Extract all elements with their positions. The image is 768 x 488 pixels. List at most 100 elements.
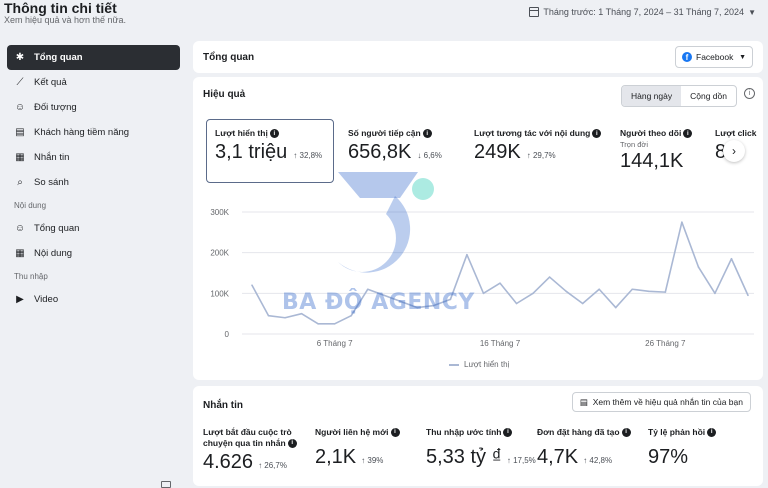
view-toggle: Hàng ngày Cộng dồn: [621, 85, 737, 107]
date-range-picker[interactable]: Tháng trước: 1 Tháng 7, 2024 – 31 Tháng …: [529, 7, 756, 17]
metric-label: Số người tiếp cận: [348, 128, 421, 138]
metric-label: Người theo dõi: [620, 128, 682, 138]
sidebar-item-label: Đối tượng: [34, 102, 77, 113]
metric-estimated-income[interactable]: Thu nhập ước tính i 5,33 tỷ ₫ ↑ 17,5%: [426, 427, 536, 469]
sidebar-item-label: Khách hàng tiềm năng: [34, 127, 130, 138]
results-icon: ⟋: [16, 77, 24, 88]
metric-change: ↑ 26,7%: [258, 461, 287, 470]
chart-legend: Lượt hiển thị: [449, 360, 509, 369]
metric-value: 144,1K: [620, 150, 684, 173]
leads-icon: ▤: [15, 127, 25, 138]
metric-label: Đơn đặt hàng đã tạo: [537, 427, 620, 437]
metric-label: Lượt click: [715, 128, 757, 138]
metric-change: ↑ 29,7%: [526, 151, 556, 161]
audience-icon: ☺: [14, 102, 26, 113]
info-icon: i: [390, 428, 400, 438]
info-icon[interactable]: i: [744, 88, 755, 99]
metric-value: 4.626: [203, 451, 254, 473]
compare-icon: ⌕: [17, 177, 23, 188]
sidebar-item-content[interactable]: ▦ Nội dung: [7, 241, 180, 266]
sidebar-item-label: Tổng quan: [34, 223, 80, 234]
legend-swatch: [449, 363, 459, 366]
overview-card: Tổng quan f Facebook ▼: [193, 41, 763, 73]
selected-metric-outline: [206, 119, 334, 183]
metric-value: 97%: [648, 446, 689, 468]
platform-select-value: Facebook: [696, 52, 734, 62]
metric-value: 249K: [474, 141, 521, 164]
metric-followers[interactable]: Người theo dõi i Trọn đời 144,1K: [620, 128, 693, 173]
panel-toggle-icon[interactable]: [161, 481, 171, 488]
sidebar-item-label: Tổng quan: [34, 52, 83, 63]
facebook-icon: f: [682, 52, 692, 62]
metric-new-contacts[interactable]: Người liên hệ mới i 2,1K ↑ 39%: [315, 427, 400, 469]
sidebar-item-label: Kết quả: [34, 77, 67, 88]
metric-value: 8: [715, 141, 727, 163]
metric-label: Người liên hệ mới: [315, 427, 389, 437]
toggle-cumulative[interactable]: Cộng dồn: [690, 91, 727, 101]
sidebar-item-label: Nội dung: [34, 248, 73, 259]
overview-icon: ✱: [15, 52, 25, 63]
calendar-icon: [529, 7, 540, 17]
sidebar-item-overview[interactable]: ✱ Tổng quan: [7, 45, 180, 70]
date-range-label: Tháng trước: 1 Tháng 7, 2024 – 31 Tháng …: [543, 7, 745, 17]
sidebar-group-content: Nội dung: [14, 201, 47, 210]
chevron-down-icon: ▼: [748, 7, 756, 17]
overview-title: Tổng quan: [203, 52, 255, 63]
sidebar-group-income: Thu nhập: [14, 272, 48, 281]
messages-title: Nhắn tin: [203, 400, 243, 411]
info-icon: i: [287, 439, 297, 449]
info-icon: i: [707, 428, 717, 438]
metric-engagement[interactable]: Lượt tương tác với nội dung i 249K ↑ 29,7%: [474, 128, 602, 164]
legend-label: Lượt hiển thị: [464, 360, 510, 369]
content-overview-icon: ☺: [14, 223, 26, 234]
sidebar-item-content-overview[interactable]: ☺ Tổng quan: [7, 216, 180, 241]
metric-clicks[interactable]: Lượt click 8: [715, 128, 760, 164]
sidebar-item-messages[interactable]: ▦ Nhắn tin: [7, 145, 180, 170]
performance-title: Hiệu quả: [203, 89, 246, 100]
metric-orders-created[interactable]: Đơn đặt hàng đã tạo i 4,7K ↑ 42,8%: [537, 427, 631, 469]
info-icon: i: [503, 428, 513, 438]
metric-value: 2,1K: [315, 446, 357, 468]
sidebar-item-label: Video: [34, 294, 59, 305]
metric-value: 3,1 triệu: [215, 141, 288, 164]
messages-more-label: Xem thêm về hiệu quả nhắn tin của bạn: [592, 397, 743, 407]
sidebar-item-video[interactable]: ▶ Video: [7, 287, 180, 312]
metric-label: Thu nhập ước tính: [426, 427, 502, 437]
page-title: Thông tin chi tiết: [4, 0, 117, 16]
sidebar-item-label: Nhắn tin: [34, 152, 70, 163]
sidebar-item-compare[interactable]: ⌕ So sánh: [7, 170, 180, 195]
metric-value: 5,33 tỷ ₫: [426, 446, 502, 468]
content-table-icon: ▦: [15, 248, 25, 259]
document-icon: ▤: [579, 396, 588, 407]
metric-value: 656,8K: [348, 141, 412, 164]
platform-select[interactable]: f Facebook ▼: [675, 46, 753, 68]
metric-impressions[interactable]: Lượt hiển thị i 3,1 triệu ↑ 32,8%: [215, 128, 322, 164]
metric-label: Tỷ lệ phản hồi: [648, 427, 706, 437]
sidebar-item-results[interactable]: ⟋ Kết quả: [7, 70, 180, 95]
chevron-down-icon: ▼: [739, 53, 746, 61]
metric-value: 4,7K: [537, 446, 579, 468]
metric-reach[interactable]: Số người tiếp cận i 656,8K ↓ 6,6%: [348, 128, 442, 164]
sidebar-item-leads[interactable]: ▤ Khách hàng tiềm năng: [7, 120, 180, 145]
sidebar-item-audience[interactable]: ☺ Đối tượng: [7, 95, 180, 120]
metric-conversations[interactable]: Lượt bắt đầu cuộc trò chuyện qua tin nhắ…: [203, 427, 308, 474]
metric-label: Lượt hiển thị: [215, 128, 268, 138]
info-icon: i: [422, 129, 432, 139]
sidebar: ✱ Tổng quan ⟋ Kết quả ☺ Đối tượng ▤ Khác…: [7, 45, 180, 312]
metric-change: ↑ 17,5%: [506, 456, 536, 465]
info-icon: i: [683, 129, 693, 139]
messages-more-button[interactable]: ▤ Xem thêm về hiệu quả nhắn tin của bạn: [571, 392, 751, 412]
metric-label: Lượt bắt đầu cuộc trò chuyện qua tin nhắ…: [203, 427, 292, 448]
sidebar-item-label: So sánh: [34, 177, 69, 188]
chevron-right-icon[interactable]: ›: [723, 140, 745, 162]
messages-card: Nhắn tin ▤ Xem thêm về hiệu quả nhắn tin…: [193, 386, 763, 486]
video-icon: ▶: [16, 294, 24, 305]
metric-change: ↓ 6,6%: [417, 151, 442, 161]
messages-icon: ▦: [15, 152, 25, 163]
info-icon: i: [269, 129, 279, 139]
metric-change: ↑ 42,8%: [583, 456, 613, 465]
page-subtitle: Xem hiệu quả và hơn thế nữa.: [4, 15, 127, 25]
toggle-daily[interactable]: Hàng ngày: [622, 86, 682, 106]
metric-response-rate[interactable]: Tỷ lệ phản hồi i 97%: [648, 427, 717, 469]
metric-change: ↑ 32,8%: [293, 151, 323, 161]
